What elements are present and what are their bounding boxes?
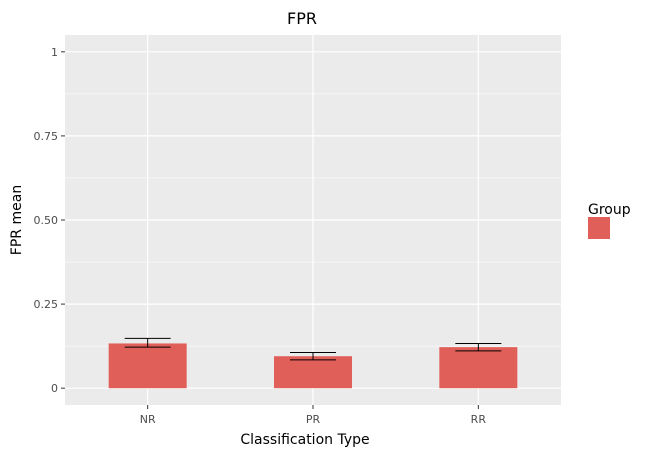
bar-rr — [439, 347, 518, 389]
y-tick-label: 0.75 — [34, 130, 59, 143]
bar-nr — [108, 343, 187, 389]
error-bar-rr — [455, 342, 502, 352]
legend: Group — [588, 202, 631, 239]
y-tick-label: 0.50 — [34, 214, 59, 227]
y-axis-title: FPR mean — [9, 185, 25, 255]
error-bar-nr — [124, 337, 171, 348]
error-bars — [124, 337, 502, 361]
x-axis-ticks: NR PR RR — [140, 405, 487, 426]
y-tick-label: 1 — [51, 46, 58, 59]
legend-key-swatch — [588, 217, 610, 239]
bars — [108, 343, 518, 389]
legend-title: Group — [588, 202, 631, 218]
y-tick-label: 0 — [51, 382, 58, 395]
x-tick-label: NR — [140, 413, 156, 426]
chart-title: FPR — [287, 9, 317, 28]
error-bar-pr — [290, 352, 336, 361]
x-axis-title: Classification Type — [240, 432, 369, 448]
x-tick-label: PR — [306, 413, 321, 426]
x-tick-label: RR — [471, 413, 487, 426]
bar-pr — [274, 356, 352, 389]
y-tick-label: 0.25 — [34, 298, 59, 311]
y-axis-ticks: 0 0.25 0.50 0.75 1 — [34, 46, 65, 395]
